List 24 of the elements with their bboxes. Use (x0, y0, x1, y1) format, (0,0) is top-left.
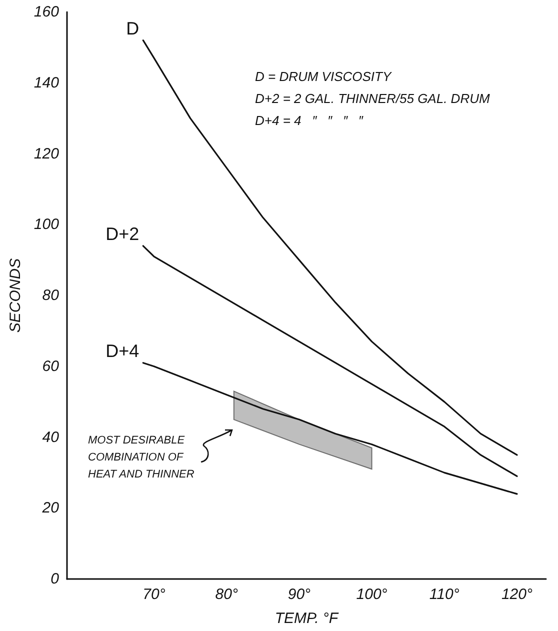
annotation: D+2 = 2 GAL. THINNER/55 GAL. DRUM (255, 91, 490, 106)
x-tick-label: 80° (215, 586, 238, 603)
y-tick-label: 60 (42, 358, 60, 375)
x-tick-label: 110° (429, 586, 460, 603)
annotation: D+4 = 4 ″ ″ ″ ″ (255, 113, 364, 128)
x-tick-label: 120° (501, 586, 532, 603)
y-tick-label: 120 (34, 145, 60, 162)
x-axis-title: TEMP. °F (274, 610, 339, 627)
y-tick-label: 160 (34, 4, 60, 20)
x-tick-label: 100° (356, 586, 388, 603)
y-tick-label: 100 (34, 216, 60, 234)
series-label: D+4 (106, 340, 140, 361)
y-tick-label: 20 (41, 500, 60, 517)
series-label: D (126, 18, 140, 38)
annotation: MOST DESIRABLE COMBINATION OF HEAT AND THINNER (88, 434, 194, 480)
x-tick-label: 70° (142, 586, 166, 603)
y-tick-label: 80 (42, 287, 60, 304)
y-tick-label: 0 (50, 570, 60, 588)
annotation: D = DRUM VISCOSITY (255, 69, 392, 84)
y-axis-title: SECONDS (7, 258, 24, 333)
x-tick-label: 90° (288, 586, 311, 603)
series-label: D+2 (106, 224, 140, 244)
y-tick-label: 40 (42, 428, 60, 446)
y-tick-label: 140 (34, 74, 60, 92)
